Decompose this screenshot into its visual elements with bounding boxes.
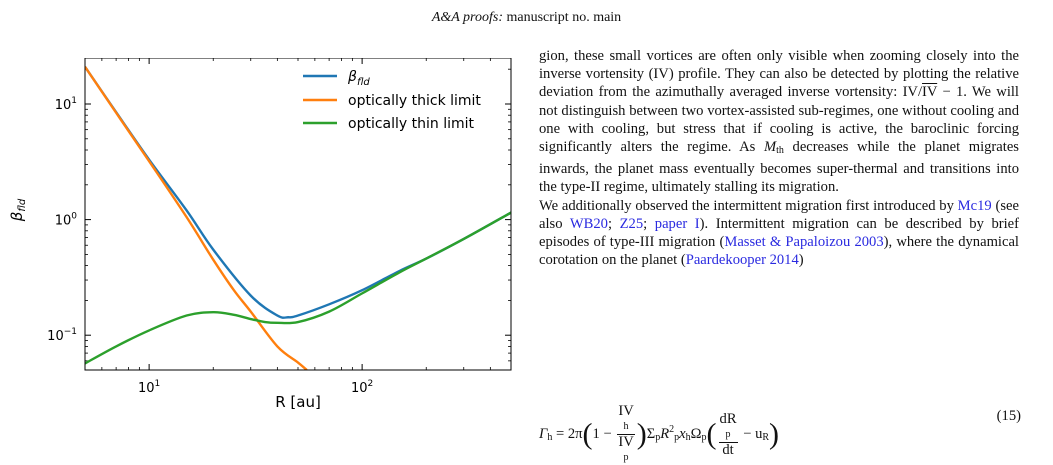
beta-fld-figure: βfld R [au] 101 102 10−1 100 101 βfld optica… [8, 58, 512, 411]
equation-body: Γh = 2π(1 − IV h IV p)ΣpR2pxhΩp(dR p dt − uR) [539, 403, 780, 464]
running-head: A&A proofs: manuscript no. main [0, 10, 1053, 26]
y-tick-label-2: 101 [55, 96, 77, 113]
x-tick-label-0: 101 [138, 379, 160, 396]
ref-paardekooper[interactable]: Paardekooper 2014 [685, 252, 799, 269]
y-axis-label: βfld [8, 198, 28, 222]
paragraph-intermittent: We additionally observed the intermitten… [539, 197, 1020, 269]
equation-15: Γh = 2π(1 − IV h IV p)ΣpR2pxhΩp(dR p dt − uR)… [539, 396, 1021, 464]
series-line-2 [85, 211, 511, 365]
body-text-column: gion, these small vortices are often onl… [539, 47, 1019, 269]
ref-wb20[interactable]: WB20 [569, 215, 608, 232]
ref-paper-i[interactable]: paper I [654, 215, 700, 232]
ref-masset-papaloizou[interactable]: Masset & Papaloizou 2003 [724, 234, 884, 251]
legend-label-beta: βfld [347, 69, 370, 88]
manuscript-label: manuscript no. main [506, 10, 622, 25]
legend-label-thin: optically thin limit [348, 116, 475, 132]
ref-z25[interactable]: Z25 [619, 215, 644, 232]
equation-number: (15) [996, 408, 1021, 424]
ref-mc19[interactable]: Mc19 [957, 197, 992, 214]
legend-label-thick: optically thick limit [348, 93, 481, 109]
series-line-1 [85, 66, 308, 370]
x-tick-label-1: 102 [351, 379, 373, 396]
plot-frame [84, 58, 512, 371]
journal-name: A&A proofs: [431, 10, 503, 25]
y-tick-label-1: 100 [55, 212, 78, 229]
x-axis-label: R [au] [275, 393, 321, 411]
y-tick-label-0: 10−1 [47, 327, 77, 344]
legend: βfld optically thick limit optically thi… [303, 69, 481, 132]
paragraph-vortices: gion, these small vortices are often onl… [539, 48, 1019, 196]
